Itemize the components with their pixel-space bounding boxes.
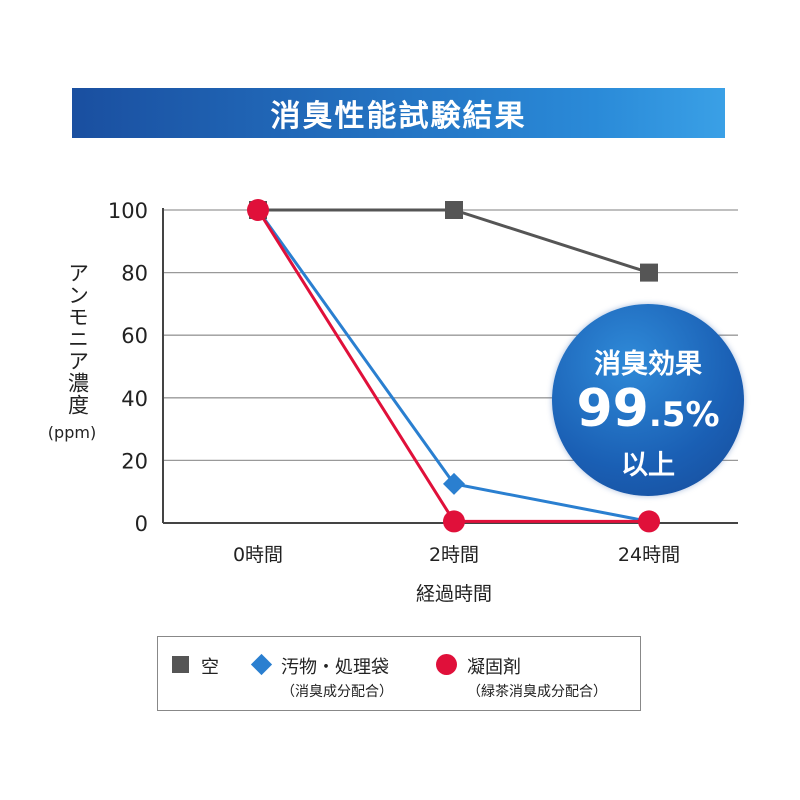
legend: 空 汚物・処理袋 （消臭成分配合） 凝固剤 （緑茶消臭成分配合） xyxy=(157,636,641,711)
data-point-diamond xyxy=(443,472,465,495)
x-tick-label: 24時間 xyxy=(618,544,680,566)
badge-title: 消臭効果 xyxy=(594,349,702,380)
data-point-circle xyxy=(247,199,269,221)
data-point-circle xyxy=(443,510,465,533)
y-tick-label: 100 xyxy=(108,199,148,223)
legend-text: 凝固剤 （緑茶消臭成分配合） xyxy=(467,653,607,701)
badge-value-int: 99 xyxy=(576,379,649,439)
y-tick-label: 40 xyxy=(121,387,148,411)
chart-title-banner: 消臭性能試験結果 xyxy=(72,88,725,138)
circle-marker-icon xyxy=(436,654,457,675)
legend-label: 空 xyxy=(201,657,219,678)
y-axis-title: アンモニア濃度 xyxy=(65,262,90,416)
effect-badge: 消臭効果 99.5% 以上 xyxy=(552,304,744,496)
y-tick-label: 0 xyxy=(135,512,148,536)
legend-item-gel: 凝固剤 （緑茶消臭成分配合） xyxy=(436,653,607,701)
y-axis-label: アンモニア濃度 (ppm) xyxy=(48,262,102,442)
legend-sublabel: （消臭成分配合） xyxy=(281,684,393,700)
x-axis-title: 経過時間 xyxy=(416,583,492,605)
badge-value-decimal: .5 xyxy=(648,395,686,435)
x-tick-label: 2時間 xyxy=(429,544,479,566)
square-marker-icon xyxy=(172,656,189,673)
data-point-square xyxy=(640,263,658,282)
y-tick-label: 80 xyxy=(121,262,148,286)
badge-value: 99.5% xyxy=(552,381,744,443)
legend-label: 汚物・処理袋 xyxy=(281,657,389,678)
series-line-0 xyxy=(258,208,650,275)
data-point-square xyxy=(445,201,463,219)
legend-item-empty: 空 xyxy=(172,653,219,679)
badge-suffix: 以上 xyxy=(621,450,675,481)
y-axis-unit: (ppm) xyxy=(47,423,97,442)
legend-sublabel: （緑茶消臭成分配合） xyxy=(467,684,607,700)
data-point-circle xyxy=(638,510,660,533)
badge-percent: % xyxy=(685,395,720,435)
diamond-marker-icon xyxy=(250,653,273,676)
legend-item-bag: 汚物・処理袋 （消臭成分配合） xyxy=(250,653,393,701)
y-tick-label: 20 xyxy=(121,449,148,473)
legend-label: 凝固剤 xyxy=(467,657,521,678)
legend-text: 汚物・処理袋 （消臭成分配合） xyxy=(281,653,393,701)
x-tick-label: 0時間 xyxy=(233,544,283,566)
y-tick-label: 60 xyxy=(121,324,148,348)
